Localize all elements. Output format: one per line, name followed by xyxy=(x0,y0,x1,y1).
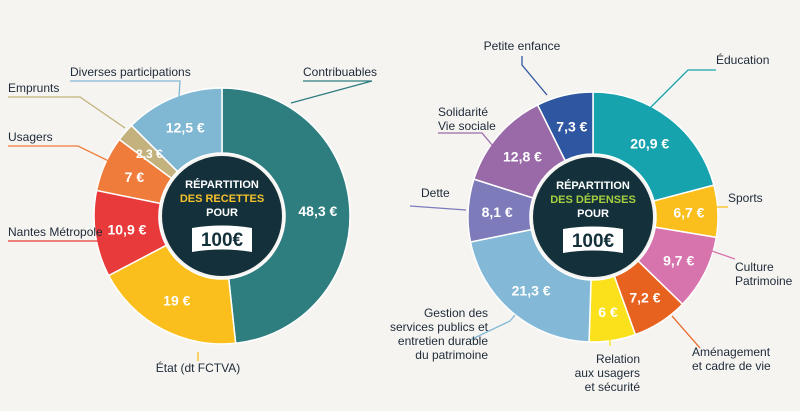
category-labels: Contribuables État (dt FCTVA) Nantes Métro… xyxy=(8,65,377,375)
value-label-emprunts: 2,3 € xyxy=(136,147,163,161)
slice-etat-dt-fctva xyxy=(107,244,237,345)
value-label-gestion-des-services-publics-et-entretien-durable-du-patrimoine: 21,3 € xyxy=(512,282,551,298)
value-label-usagers: 7 € xyxy=(125,169,145,185)
value-label-nantes-metropole: 10,9 € xyxy=(107,222,146,238)
value-label-sports: 6,7 € xyxy=(673,204,704,220)
center-title-line-2: DES RECETTES xyxy=(180,193,264,205)
value-label-petite-enfance: 7,3 € xyxy=(556,118,587,134)
leader-line-education xyxy=(649,69,716,109)
slice-petite-enfance xyxy=(536,91,594,162)
value-label-culture-patrimoine: 9,7 € xyxy=(663,252,694,268)
category-label-diverses-participations: Diverses participations xyxy=(70,65,191,79)
center-title-line-2: DES DÉPENSES xyxy=(550,193,636,206)
revenue-donut-chart: 48,3 €19 €10,9 €7 €2,3 €12,5 €Contribuab… xyxy=(8,65,377,375)
slice-contribuables xyxy=(221,87,351,345)
category-label-etat-dt-fctva: État (dt FCTVA) xyxy=(156,360,240,375)
category-labels: Éducation Sports Culture Patrimoine Aménagem… xyxy=(390,39,793,394)
category-label-culture-patrimoine: Culture Patrimoine xyxy=(735,260,793,288)
value-labels: 20,9 € 6,7 € 9,7 € 7,2 € 6 € 21,3 € 8,1 € 12,8 … xyxy=(482,118,705,319)
category-label-usagers: Usagers xyxy=(8,130,53,144)
value-labels: 48,3 € 19 € 10,9 € 7 € 2,3 €12,5 € xyxy=(107,119,337,308)
category-label-education: Éducation xyxy=(716,52,769,67)
slice-education xyxy=(592,91,715,202)
center-title-line-3: POUR xyxy=(206,207,238,219)
category-label-sports: Sports xyxy=(728,191,763,205)
value-label-contribuables: 48,3 € xyxy=(298,203,337,219)
value-label-solidarite-vie-sociale: 12,8 € xyxy=(503,148,542,164)
leader-line-emprunts xyxy=(8,96,126,129)
slice-gestion-des-services-publics-et-entretien-durable-du-patrimoine xyxy=(469,228,592,343)
slice-diverses-participations xyxy=(130,87,223,173)
category-label-amenagement-et-cadre-de-vie: Aménagement et cadre de vie xyxy=(692,345,771,373)
leader-line-dette xyxy=(409,205,467,211)
category-label-solidarite-vie-sociale: Solidarité Vie sociale xyxy=(438,105,496,133)
badge-flag xyxy=(192,225,252,252)
value-label-diverses-participations: 12,5 € xyxy=(166,119,205,135)
value-label-amenagement-et-cadre-de-vie: 7,2 € xyxy=(629,290,660,306)
expense-donut-chart: 20,9 € 6,7 € 9,7 € 7,2 € 6 € 21,3 € 8,1 € 12,8 … xyxy=(390,39,793,394)
center-title-line-1: RÉPARTITION xyxy=(556,179,630,192)
leader-line-solidarite-vie-sociale xyxy=(438,132,494,147)
badge-text: 100€ xyxy=(572,231,615,252)
category-label-dette: Dette xyxy=(421,186,450,200)
center-title-line-3: POUR xyxy=(577,208,609,220)
leader-line-diverses-participations xyxy=(70,80,181,98)
center-title: RÉPARTITION DES RECETTES POUR 100€ xyxy=(162,156,282,276)
badge-flag xyxy=(563,226,623,253)
value-label-dette: 8,1 € xyxy=(482,204,513,220)
slices xyxy=(93,87,351,345)
category-label-contribuables: Contribuables xyxy=(303,65,377,79)
leader-line-usagers xyxy=(8,145,122,168)
center-title-line-1: RÉPARTITION xyxy=(185,178,259,191)
category-label-gestion-des-services-publics-et-entretien-durable-du-patrimoine: Gestion des services publics et entretien … xyxy=(390,306,489,362)
value-label-relation-aux-usagers-et-securite: 6 € xyxy=(598,304,618,320)
badge-text: 100€ xyxy=(201,230,244,251)
leader-line-amenagement-et-cadre-de-vie xyxy=(671,315,701,349)
leader-line-culture-patrimoine xyxy=(705,248,736,260)
slices xyxy=(467,91,719,343)
value-label-education: 20,9 € xyxy=(630,135,669,151)
category-label-emprunts: Emprunts xyxy=(8,81,59,95)
leader-line-gestion-des-services-publics-et-entretien-durable-du-patrimoine xyxy=(469,314,516,341)
value-label-etat-dt-fctva: 19 € xyxy=(163,293,190,309)
category-label-relation-aux-usagers-et-securite: Relation aux usagers et sécurité xyxy=(575,352,641,394)
leader-line-contribuables xyxy=(290,80,373,104)
category-label-petite-enfance: Petite enfance xyxy=(484,39,561,53)
category-label-nantes-metropole: Nantes Métropole xyxy=(8,225,103,239)
leader-line-petite-enfance xyxy=(521,56,548,96)
